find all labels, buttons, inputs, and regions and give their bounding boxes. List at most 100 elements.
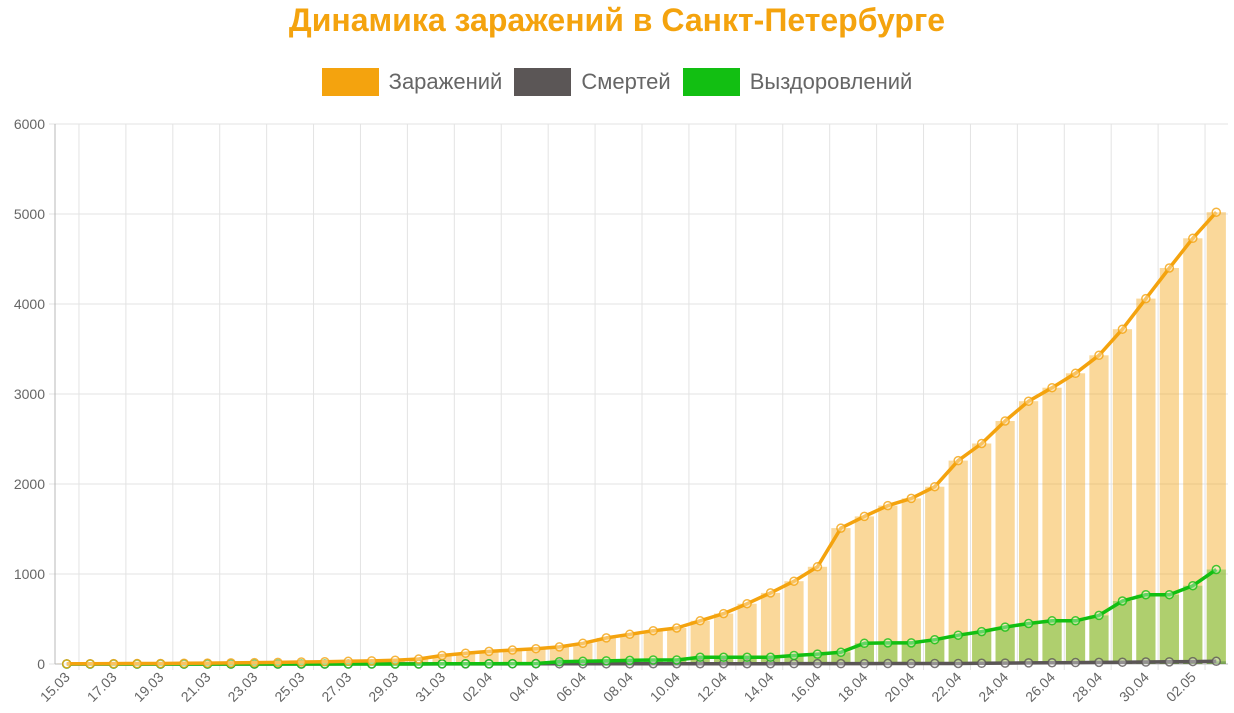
point-deaths <box>812 658 823 669</box>
bar-infected <box>1206 212 1226 664</box>
point-deaths <box>765 658 776 669</box>
point-infected <box>1094 350 1104 361</box>
point-infected <box>883 500 893 511</box>
point-infected <box>695 616 705 626</box>
point-infected <box>976 438 987 449</box>
bar-infected <box>455 653 476 664</box>
point-infected <box>718 608 729 619</box>
point-recovered <box>484 658 494 669</box>
x-tick-label: 04.04 <box>506 669 542 705</box>
point-deaths <box>1141 657 1151 667</box>
point-recovered <box>531 658 541 669</box>
chart-title: Динамика заражений в Санкт-Петербурге <box>288 2 946 38</box>
point-recovered <box>1070 616 1081 626</box>
bar-infected <box>1136 298 1156 664</box>
point-infected <box>742 598 752 609</box>
bar-recovered <box>972 631 992 664</box>
x-tick-label: 31.03 <box>412 669 448 705</box>
x-tick-label: 30.04 <box>1116 669 1152 705</box>
x-tick-label: 06.04 <box>553 669 589 705</box>
point-infected <box>507 645 518 655</box>
point-infected <box>296 657 307 667</box>
x-tick-label: 27.03 <box>318 669 354 705</box>
point-deaths <box>1188 656 1198 667</box>
point-infected <box>625 629 635 640</box>
point-infected <box>226 658 236 668</box>
legend-item-infected[interactable]: Заражений <box>321 68 502 96</box>
legend-item-deaths[interactable]: Смертей <box>514 68 671 96</box>
bar-infected <box>409 659 429 664</box>
point-recovered <box>883 638 893 648</box>
bar-infected <box>1112 329 1133 664</box>
point-deaths <box>1094 657 1104 668</box>
point-infected <box>320 657 330 667</box>
point-infected <box>61 659 72 669</box>
legend-swatch-recovered <box>682 68 740 96</box>
point-deaths <box>718 658 729 669</box>
point-recovered <box>765 652 776 662</box>
point-recovered <box>1094 610 1104 621</box>
point-recovered <box>836 647 846 658</box>
bar-infected <box>596 637 616 664</box>
point-recovered <box>625 655 635 666</box>
y-tick-label: 2000 <box>14 476 45 492</box>
point-recovered <box>1141 589 1151 600</box>
x-tick-label: 02.04 <box>459 669 495 705</box>
x-tick-label: 20.04 <box>881 669 917 705</box>
y-tick-label: 1000 <box>14 566 45 582</box>
x-tick-label: 08.04 <box>600 669 636 705</box>
point-infected <box>836 523 846 533</box>
point-recovered <box>742 652 752 662</box>
bar-infected <box>878 505 898 664</box>
x-tick-label: 24.04 <box>975 669 1011 705</box>
point-recovered <box>812 649 823 659</box>
point-recovered <box>1047 616 1057 626</box>
legend-swatch-deaths <box>514 68 572 96</box>
x-tick-label: 10.04 <box>647 669 683 705</box>
point-infected <box>249 657 260 668</box>
point-infected <box>1117 324 1128 334</box>
bar-recovered <box>1136 594 1156 664</box>
point-recovered <box>789 650 799 661</box>
point-infected <box>343 656 353 667</box>
bar-recovered <box>1042 620 1062 664</box>
bar-recovered <box>831 652 851 664</box>
point-infected <box>1070 368 1081 379</box>
point-infected <box>390 655 400 665</box>
point-infected <box>789 576 799 586</box>
point-infected <box>460 648 471 658</box>
x-tick-label: 26.04 <box>1022 669 1058 705</box>
point-recovered <box>1117 596 1128 606</box>
x-tick-label: 12.04 <box>694 669 730 705</box>
point-deaths <box>1023 658 1034 668</box>
point-infected <box>108 658 119 669</box>
point-deaths <box>1047 657 1057 668</box>
legend: Заражений Смертей Выздоровлений <box>0 68 1234 96</box>
bar-infected <box>643 630 663 664</box>
point-infected <box>132 658 142 669</box>
y-tick-label: 4000 <box>14 296 45 312</box>
point-recovered <box>578 656 588 667</box>
legend-swatch-infected <box>321 68 379 96</box>
y-tick-label: 0 <box>37 656 45 672</box>
point-recovered <box>507 658 518 669</box>
bar-recovered <box>995 627 1015 664</box>
bar-recovered <box>901 642 921 664</box>
point-deaths <box>1164 657 1175 667</box>
x-tick-label: 16.04 <box>787 669 823 705</box>
legend-item-recovered[interactable]: Выздоровлений <box>682 68 912 96</box>
x-tick-label: 28.04 <box>1069 669 1105 705</box>
point-recovered <box>1164 589 1175 600</box>
point-infected <box>601 633 612 643</box>
point-deaths <box>789 658 799 669</box>
point-deaths <box>883 658 893 669</box>
y-tick-label: 5000 <box>14 206 45 222</box>
point-infected <box>906 493 917 504</box>
legend-label-deaths: Смертей <box>581 69 671 94</box>
bar-recovered <box>878 642 898 664</box>
point-infected <box>1141 293 1151 304</box>
x-tick-label: 02.05 <box>1163 669 1199 705</box>
bar-recovered <box>854 643 874 664</box>
x-tick-label: 14.04 <box>741 669 777 705</box>
point-infected <box>765 588 776 598</box>
